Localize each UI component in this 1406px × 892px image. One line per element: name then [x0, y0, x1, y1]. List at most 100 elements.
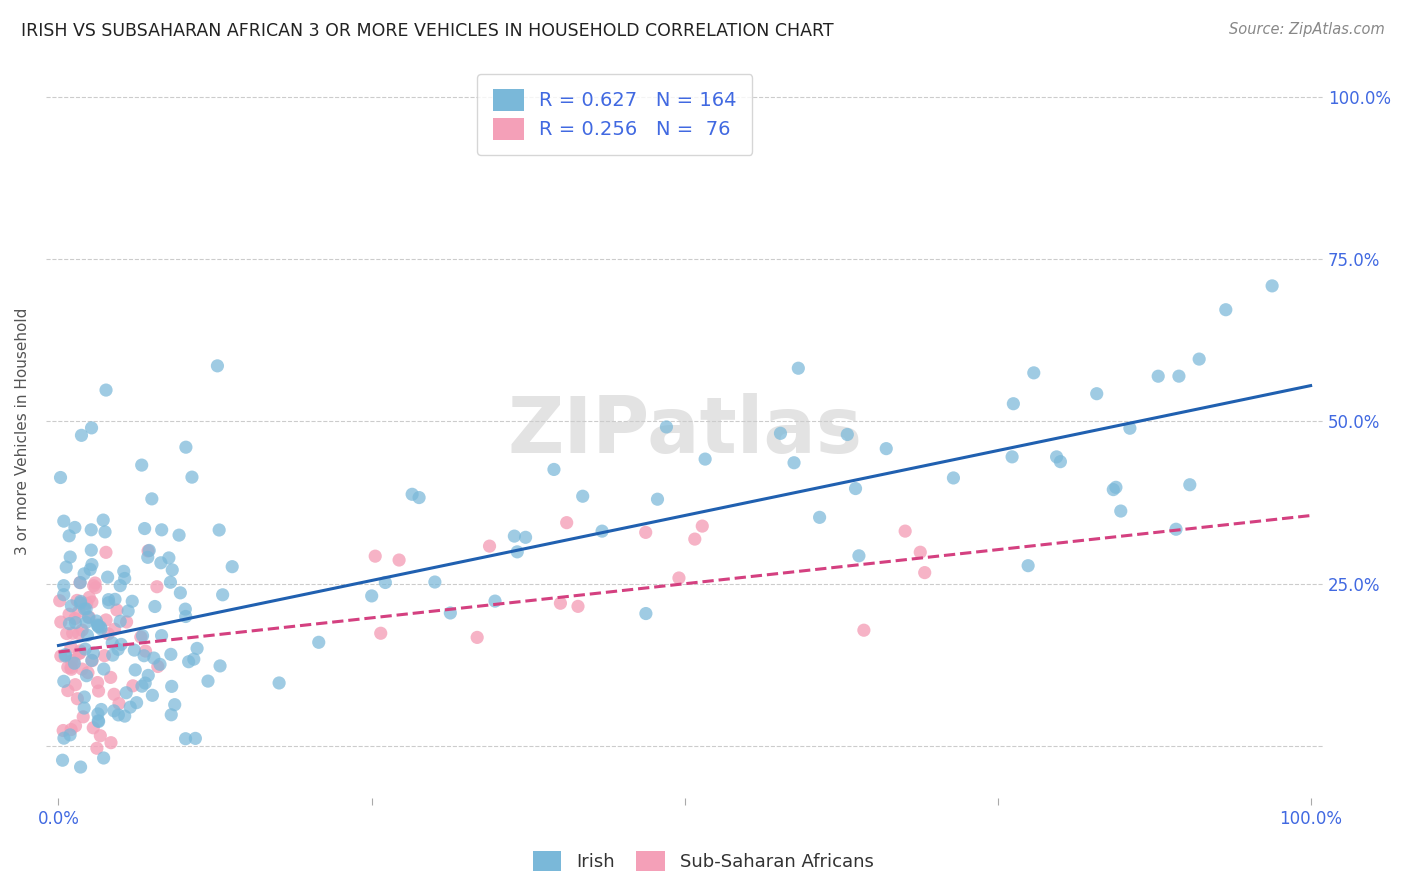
Point [177, 655, 200, 669]
Point [401, 487, 423, 501]
Point [89, 729, 111, 743]
Point [114, 709, 136, 723]
Point [55, 560, 77, 574]
Point [388, 553, 411, 567]
Point [75, 615, 97, 630]
Point [79, 591, 101, 605]
Point [478, 539, 501, 553]
Point [1119, 421, 1142, 435]
Point [136, 544, 159, 558]
Point [211, 588, 233, 602]
Point [103, 622, 125, 636]
Point [60, 723, 83, 737]
Point [634, 525, 657, 540]
Point [150, 629, 173, 643]
Point [174, 731, 197, 746]
Point [69, 760, 91, 774]
Point [94, 545, 117, 559]
Point [86, 741, 108, 756]
Point [90, 622, 112, 636]
Point [49, 648, 72, 663]
Point [93, 662, 115, 676]
Point [80, 558, 103, 572]
Point [101, 636, 124, 650]
Point [423, 574, 446, 589]
Point [695, 452, 717, 467]
Point [503, 529, 526, 543]
Point [875, 442, 897, 456]
Point [364, 549, 387, 563]
Point [63, 520, 86, 534]
Point [58, 616, 80, 631]
Point [138, 543, 160, 558]
Point [129, 630, 152, 644]
Point [114, 572, 136, 586]
Point [308, 635, 330, 649]
Point [655, 420, 678, 434]
Point [48, 593, 70, 607]
Point [80, 595, 103, 609]
Point [86, 614, 108, 628]
Point [87, 714, 110, 728]
Point [69, 596, 91, 610]
Point [567, 599, 589, 614]
Point [174, 440, 197, 454]
Point [76, 628, 98, 642]
Point [135, 644, 157, 658]
Point [108, 697, 131, 711]
Point [360, 589, 382, 603]
Point [79, 562, 101, 576]
Point [103, 704, 125, 718]
Point [97, 596, 120, 610]
Point [107, 707, 129, 722]
Point [506, 545, 529, 559]
Point [103, 687, 125, 701]
Point [1102, 483, 1125, 497]
Point [104, 592, 127, 607]
Point [132, 648, 155, 663]
Point [141, 491, 163, 506]
Point [86, 675, 108, 690]
Point [80, 653, 103, 667]
Point [100, 670, 122, 684]
Point [149, 657, 172, 672]
Point [183, 652, 205, 666]
Point [1215, 302, 1237, 317]
Point [1188, 352, 1211, 367]
Point [844, 482, 866, 496]
Point [60, 660, 83, 674]
Point [162, 563, 184, 577]
Point [209, 659, 232, 673]
Point [125, 696, 148, 710]
Point [77, 665, 100, 680]
Point [52, 674, 75, 689]
Point [66, 593, 89, 607]
Point [1105, 480, 1128, 494]
Point [550, 596, 572, 610]
Point [59, 728, 82, 742]
Point [169, 586, 191, 600]
Point [87, 684, 110, 698]
Point [55, 626, 77, 640]
Point [408, 491, 430, 505]
Point [174, 602, 197, 616]
Point [86, 618, 108, 632]
Text: ZIPatlas: ZIPatlas [508, 393, 862, 469]
Point [65, 615, 87, 630]
Point [60, 662, 83, 676]
Point [76, 596, 98, 610]
Point [208, 523, 231, 537]
Point [62, 626, 84, 640]
Point [52, 588, 75, 602]
Point [221, 559, 243, 574]
Point [87, 714, 110, 729]
Point [543, 462, 565, 476]
Point [97, 627, 120, 641]
Point [167, 528, 190, 542]
Point [136, 668, 159, 682]
Point [80, 421, 103, 435]
Point [65, 719, 87, 733]
Point [837, 427, 859, 442]
Point [1017, 558, 1039, 573]
Point [80, 543, 103, 558]
